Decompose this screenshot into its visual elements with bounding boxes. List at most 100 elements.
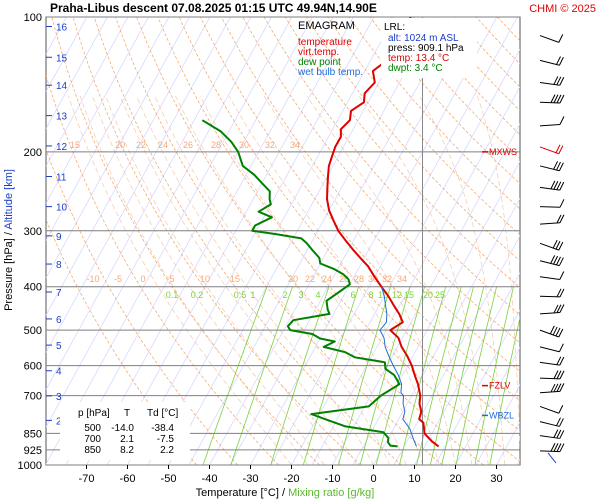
- wind-barb-flag: [559, 271, 565, 280]
- x-tick-label: -30: [243, 473, 259, 485]
- wind-barb-flag: [558, 57, 564, 66]
- isotherm-line: [332, 123, 520, 465]
- wind-barb-shaft: [539, 35, 559, 43]
- isotherm-line: [106, 17, 354, 465]
- wind-barb-flag: [559, 383, 565, 392]
- lrl-box: LRL: alt: 1024 m ASL press: 909.1 hPa te…: [381, 18, 477, 78]
- moist-adiabat-label: 24: [322, 274, 332, 284]
- moist-adiabat-line: [228, 95, 440, 465]
- moist-adiabat-label: 0: [140, 274, 145, 284]
- x-axis-title: Temperature [°C] / Mixing ratio [g/kg]: [196, 487, 375, 499]
- table-cell: 8.2: [120, 445, 134, 456]
- moist-adiabat-line: [136, 95, 374, 465]
- isotherm-line: [127, 17, 375, 465]
- y-tick-label: 300: [24, 226, 42, 238]
- legend: EMAGRAM temperature virt.temp. dew point…: [297, 20, 363, 78]
- level-markers: MXWS FZLV WBZL: [482, 147, 517, 420]
- isotherm-line: [46, 17, 108, 130]
- moist-adiabat-line: [199, 95, 424, 465]
- altitude-tick-label: 16: [56, 22, 68, 33]
- isotherm-line: [393, 235, 520, 465]
- wind-barb-flag: [556, 256, 561, 266]
- y-axis-title: Pressure [hPa] / Altitude [km]: [3, 169, 15, 311]
- moist-adiabat-line: [477, 95, 520, 448]
- wind-barb-flag: [556, 370, 562, 379]
- wind-barb-shaft: [539, 123, 560, 127]
- isotherm-line: [475, 384, 520, 465]
- isotherm-line: [46, 17, 149, 205]
- legend-item-temperature: temperature: [298, 37, 352, 48]
- wind-barb-flag: [558, 343, 564, 352]
- wind-barb-flag: [556, 56, 561, 65]
- altitude-tick-label: 13: [56, 112, 68, 123]
- table-header-p: p [hPa]: [78, 408, 110, 419]
- x-tick-label: 30: [490, 473, 502, 485]
- wind-barb-shaft: [539, 260, 560, 267]
- wind-barb-flag: [550, 94, 556, 103]
- y-tick-label: 600: [24, 361, 42, 373]
- x-tick-label: -10: [325, 473, 341, 485]
- moist-adiabat-label: 28: [354, 274, 364, 284]
- wind-barb-flag: [553, 429, 559, 438]
- wind-barb-flag: [549, 325, 555, 335]
- isotherm-line: [516, 458, 520, 465]
- x-tick-label: -20: [284, 473, 300, 485]
- wind-barb-shaft: [539, 312, 560, 315]
- moist-adiabat-label: 32: [265, 140, 275, 150]
- isotherm-line: [46, 17, 211, 316]
- series-line-dew-point: [201, 119, 401, 448]
- wind-barb-flag: [556, 161, 561, 171]
- wind-barb-flag: [552, 239, 558, 249]
- wind-barb-flag: [556, 383, 562, 392]
- y-axis-label-pressure: Pressure [hPa]: [3, 238, 15, 311]
- table-cell: -7.5: [157, 434, 175, 445]
- series-line-wet-bulb-temp: [379, 286, 417, 447]
- background-lines: [46, 17, 520, 465]
- wind-barb-shaft: [539, 450, 561, 453]
- dry-adiabat-line: [242, 17, 520, 344]
- altitude-tick-label: 14: [56, 81, 68, 92]
- moist-adiabat-label: 10: [200, 274, 210, 284]
- mixing-ratio-label: 0.1: [166, 290, 179, 300]
- wind-barb-flag: [558, 145, 564, 154]
- isotherm-line: [46, 17, 129, 167]
- wind-barb-shaft: [539, 146, 559, 155]
- dry-adiabat-line: [263, 17, 520, 316]
- wind-barb-flag: [553, 255, 559, 265]
- wind-barb-flag: [553, 94, 559, 103]
- level-table: p [hPa] T Td [°C] 500 -14.0 -38.4 700 2.…: [60, 402, 190, 460]
- wind-barb-shaft: [539, 101, 561, 104]
- isotherm-line: [86, 17, 334, 465]
- wind-barb-flag: [556, 417, 561, 426]
- table-cell: 2.2: [160, 445, 174, 456]
- wind-barb-flag: [550, 180, 556, 190]
- moist-adiabat-label: 30: [239, 140, 249, 150]
- altitude-tick-label: 11: [56, 172, 67, 183]
- wind-barb-surface: [547, 452, 557, 464]
- mixing-ratio-label: 0.2: [191, 290, 204, 300]
- moist-adiabat-line: [419, 95, 506, 465]
- table-cell: 850: [84, 445, 101, 456]
- moist-adiabat-label: -5: [114, 274, 122, 284]
- axes: -70 -60 -50 -40 -30 -20 -10 0 10 20 30100200300400…: [18, 12, 503, 485]
- moist-adiabat-label: 26: [183, 140, 193, 150]
- moist-adiabat-line: [175, 95, 407, 465]
- isotherm-line: [46, 17, 272, 428]
- wind-barb-flag: [559, 94, 565, 104]
- altitude-tick-label: 9: [56, 232, 62, 243]
- altitude-tick-label: 5: [56, 341, 62, 352]
- isotherm-line: [434, 309, 520, 465]
- table-header-t: T: [124, 408, 130, 419]
- dry-adiabat-line: [51, 17, 320, 465]
- moist-adiabat-label: 22: [136, 140, 146, 150]
- wind-barb-flag: [559, 304, 565, 313]
- isotherm-line: [373, 197, 520, 465]
- wind-barb-shaft: [539, 242, 559, 251]
- isotherm-line: [46, 17, 252, 391]
- moist-adiabat-label: 24: [158, 140, 168, 150]
- moist-adiabat-line: [119, 95, 358, 465]
- wind-barb-flag: [558, 418, 564, 427]
- wind-barbs: [539, 34, 565, 464]
- altitude-tick-label: 15: [56, 53, 68, 64]
